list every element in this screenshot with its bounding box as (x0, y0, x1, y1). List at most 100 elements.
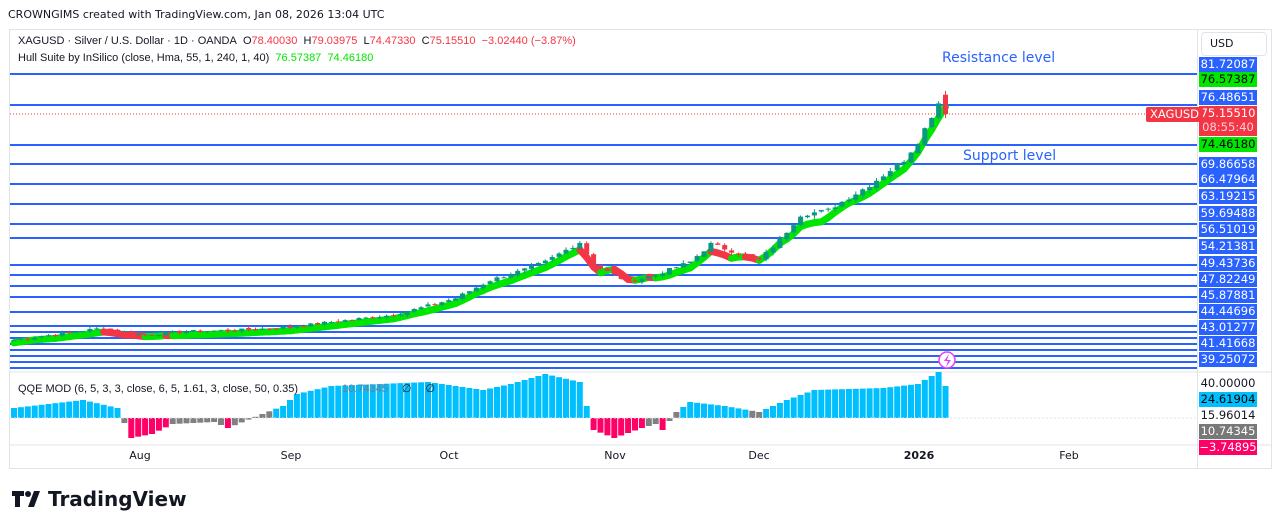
lightning-icon-glyph (944, 354, 951, 367)
hull-upper-label: 76.57387 (1199, 72, 1257, 87)
qqe-histogram-bar (149, 418, 155, 434)
qqe-legend: QQE MOD (6, 5, 3, 3, close, 6, 5, 1.61, … (18, 382, 435, 395)
candle-body (874, 180, 879, 188)
symbol-legend: XAGUSD · Silver / U.S. Dollar · 1D · OAN… (18, 35, 576, 47)
hull-value-1: 76.57387 (275, 52, 322, 64)
currency-button[interactable]: USD (1201, 32, 1267, 56)
price-level-label: 41.41668 (1199, 336, 1257, 351)
candle-body (770, 247, 776, 253)
candle-body (128, 331, 134, 334)
symbol-title[interactable]: XAGUSD · Silver / U.S. Dollar · 1D · OAN… (18, 35, 237, 47)
candle-body (853, 194, 859, 200)
qqe-histogram-bar (321, 387, 328, 418)
qqe-histogram-bar (280, 406, 287, 418)
candle-body (46, 335, 51, 337)
qqe-histogram-bar (914, 384, 921, 418)
support-annotation[interactable]: Support level (963, 148, 1057, 164)
qqe-histogram-bar (273, 408, 280, 418)
qqe-histogram-bar (266, 411, 273, 418)
qqe-histogram-bar (356, 384, 362, 418)
candle-body (66, 331, 72, 333)
candle-body (432, 304, 438, 306)
qqe-histogram-bar (632, 418, 638, 431)
qqe-histogram-bar (162, 418, 169, 428)
candle-body (446, 300, 452, 302)
candle-body (397, 314, 403, 316)
qqe-histogram-bar (204, 418, 211, 423)
qqe-histogram-bar (680, 407, 687, 418)
qqe-histogram-bar (293, 394, 300, 418)
qqe-title[interactable]: QQE MOD (6, 5, 3, 3, close, 6, 5, 1.61, … (18, 383, 299, 395)
price-level-label: 54.21381 (1199, 239, 1257, 254)
candle-body (777, 238, 783, 248)
hull-value-2: 74.46180 (327, 52, 374, 64)
qqe-histogram-bar (535, 376, 542, 418)
candle-body (591, 254, 597, 266)
qqe-gray-label: 10.74345 (1199, 424, 1257, 439)
candle-body (694, 256, 700, 261)
time-label-oct: Oct (439, 449, 459, 462)
qqe-histogram-bar (362, 384, 369, 418)
qqe-histogram-bar (618, 418, 625, 436)
candle-body (73, 331, 79, 333)
qqe-histogram-bar (701, 403, 707, 418)
tradingview-logo[interactable]: TradingView (12, 487, 187, 511)
qqe-histogram-bar (425, 382, 431, 418)
qqe-histogram-bar (73, 400, 80, 418)
qqe-value: 10.74345 (342, 383, 388, 395)
price-level-label: 44.44696 (1199, 304, 1257, 319)
candle-body (94, 328, 100, 330)
symbol-tag: XAGUSD (1146, 107, 1204, 122)
price-level-label: 47.82249 (1199, 272, 1257, 287)
price-level-label: 63.19215 (1199, 189, 1257, 204)
candle-body (549, 257, 555, 260)
time-label-feb: Feb (1059, 449, 1079, 462)
hull-title[interactable]: Hull Suite by InSilico (close, Hma, 55, … (18, 52, 270, 64)
candle-body (121, 331, 127, 333)
qqe-histogram-bar (673, 412, 680, 418)
candle-body (363, 317, 369, 319)
candle-body (798, 216, 804, 226)
qqe-histogram-bar (24, 406, 31, 418)
qqe-histogram-bar (231, 418, 238, 426)
candle-body (466, 291, 472, 294)
low-value: 74.47330 (369, 35, 416, 47)
candle-body (115, 329, 120, 332)
qqe-histogram-bar (921, 380, 928, 418)
qqe-histogram-bar (721, 406, 728, 418)
candle-body (453, 298, 459, 301)
qqe-histogram-bar (576, 382, 583, 418)
qqe-histogram-bar (749, 410, 756, 418)
qqe-histogram-bar (804, 392, 811, 418)
qqe-histogram-bar (783, 400, 790, 418)
candle-body (239, 328, 245, 332)
qqe-histogram-bar (528, 378, 535, 418)
candle-body (604, 268, 610, 271)
candle-body (756, 257, 762, 260)
candle-body (535, 262, 541, 265)
qqe-histogram-bar (335, 385, 342, 418)
candle-body (618, 274, 624, 279)
price-level-label: 45.87881 (1199, 288, 1257, 303)
resistance-annotation[interactable]: Resistance level (942, 50, 1056, 66)
qqe-histogram-bar (880, 388, 887, 418)
qqe-histogram-bar (908, 384, 914, 418)
candle-body (715, 243, 721, 245)
candle-body (639, 278, 645, 282)
qqe-histogram-bar (583, 406, 590, 418)
candle-body (108, 328, 114, 330)
qqe-histogram-bar (500, 385, 507, 418)
candle-body (784, 232, 790, 240)
candle-body (542, 260, 548, 264)
time-label-sep: Sep (280, 449, 302, 462)
qqe-histogram-bar (307, 390, 314, 418)
tradingview-logo-icon (12, 491, 40, 507)
candle-body (563, 249, 569, 254)
qqe-histogram-bar (563, 378, 569, 418)
candle-body (149, 334, 155, 336)
qqe-histogram-bar (45, 404, 52, 418)
price-axis-border (1197, 30, 1198, 468)
qqe-histogram-bar (404, 382, 411, 418)
qqe-histogram-bar (121, 418, 128, 423)
